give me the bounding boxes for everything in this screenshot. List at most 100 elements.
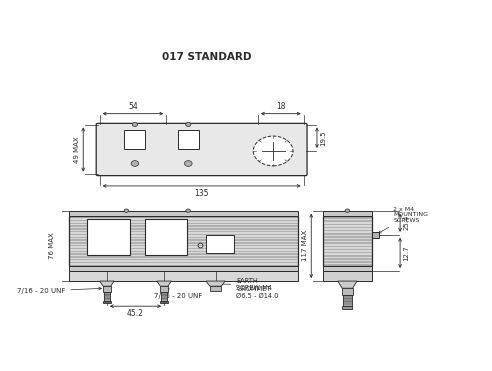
Bar [69,234,298,235]
Bar [69,255,298,256]
Polygon shape [338,281,357,288]
Bar [323,219,372,220]
Bar [69,233,298,234]
Bar [341,288,353,295]
Bar [69,249,298,250]
Bar [323,261,372,263]
Bar [69,231,298,233]
Bar [323,232,372,233]
Bar [69,226,298,227]
Bar [69,230,298,231]
Bar [69,239,298,241]
FancyBboxPatch shape [96,124,307,175]
Bar [69,227,298,228]
Text: 45.2: 45.2 [127,309,144,318]
Polygon shape [206,281,225,286]
Circle shape [124,209,128,212]
Bar [69,271,298,281]
Text: EARTH
SCREW M4: EARTH SCREW M4 [219,278,272,291]
Text: 54: 54 [128,102,138,111]
Polygon shape [157,281,171,286]
Bar [69,228,298,230]
Bar [323,242,372,244]
Bar [323,260,372,261]
Bar [323,252,372,253]
Bar [69,220,298,221]
Bar [323,271,372,281]
Bar [323,244,372,246]
Bar [323,224,372,225]
Circle shape [131,161,139,166]
Bar [69,216,298,217]
Bar [323,265,372,266]
Text: 76 MAX: 76 MAX [49,233,55,259]
Bar [323,220,372,222]
Bar [323,263,372,265]
Circle shape [185,122,191,127]
Text: 19.5: 19.5 [320,130,326,145]
Bar [69,221,298,223]
Text: 12.7: 12.7 [403,245,409,261]
Bar [160,301,168,303]
Circle shape [184,161,192,166]
Bar [210,286,221,291]
Bar [207,234,234,253]
Circle shape [132,122,138,127]
Bar [69,223,298,224]
Bar [103,286,111,292]
Circle shape [253,136,293,166]
Bar [323,238,372,239]
Bar [69,263,298,265]
Bar [88,219,130,255]
Bar [145,219,187,255]
Bar [69,237,298,238]
Text: 135: 135 [194,189,209,198]
Bar [69,262,298,263]
Bar [323,233,372,234]
Bar [69,259,298,260]
Bar [69,238,298,239]
Circle shape [186,209,190,212]
Bar [323,258,372,260]
Bar [124,130,146,148]
Bar [323,236,372,238]
Text: 7/16 - 20 UNF: 7/16 - 20 UNF [17,287,101,294]
Bar [69,250,298,252]
Bar [69,219,298,220]
Bar [69,224,298,226]
Bar [323,234,372,236]
Bar [69,242,298,244]
Text: 7/16 - 20 UNF: 7/16 - 20 UNF [154,289,202,299]
Bar [323,247,372,249]
Bar [323,256,372,258]
Bar [69,265,298,266]
Bar [323,246,372,247]
Bar [342,306,352,309]
Bar [323,249,372,250]
Bar [69,257,298,259]
Bar [323,217,372,219]
Text: 25.4: 25.4 [403,215,409,230]
Bar [323,239,372,241]
Bar [69,241,298,242]
Bar [69,246,298,248]
Bar [69,256,298,257]
Text: 49 MAX: 49 MAX [74,136,80,163]
Bar [69,244,298,245]
Bar [69,266,298,271]
Bar [323,216,372,266]
Bar [69,245,298,246]
Bar [69,260,298,262]
Bar [323,216,372,217]
Bar [343,295,352,306]
Bar [323,211,372,216]
Bar [323,250,372,252]
Text: GROMMET
Ø6.5 - Ø14.0: GROMMET Ø6.5 - Ø14.0 [236,286,278,299]
Bar [323,225,372,227]
Text: 117 MAX: 117 MAX [302,230,308,262]
Bar [103,301,111,303]
Bar [323,255,372,256]
Bar [323,266,372,271]
Bar [372,232,379,238]
Text: 2 x M4
MOUNTING
SCREWS: 2 x M4 MOUNTING SCREWS [379,207,428,233]
